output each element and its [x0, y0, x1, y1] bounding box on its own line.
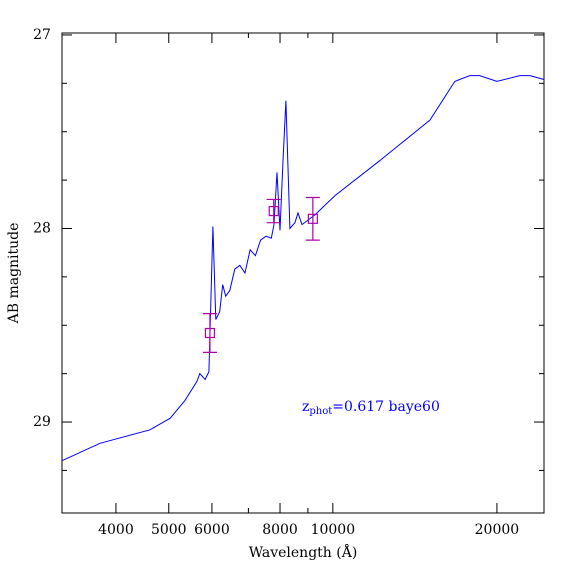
annotation-main: z — [302, 399, 309, 415]
x-tick-label: 8000 — [262, 522, 298, 538]
photometry-point — [204, 327, 216, 339]
y-tick-label: 27 — [33, 27, 51, 43]
x-axis-label: Wavelength (Å) — [249, 543, 358, 561]
error-bar — [305, 196, 320, 241]
x-tick-label: 6000 — [194, 522, 230, 538]
y-tick-label: 29 — [33, 414, 51, 430]
x-tick-label: 4000 — [98, 522, 134, 538]
spectrum-line — [61, 75, 545, 462]
plot-frame — [61, 32, 545, 514]
annotation: zphot=0.617 baye60 — [302, 399, 440, 417]
y-tick-label: 28 — [33, 220, 51, 236]
annotation-subscript: phot — [309, 406, 332, 417]
annotation-rest: =0.617 baye60 — [332, 399, 440, 415]
photometry-point — [268, 205, 279, 217]
error-bar — [202, 313, 217, 353]
photometry-point — [307, 213, 318, 224]
y-axis-label: AB magnitude — [6, 223, 22, 325]
x-tick-label: 10000 — [311, 522, 356, 538]
x-tick-label: 20000 — [475, 522, 520, 538]
error-bar — [266, 198, 281, 224]
x-tick-label: 5000 — [151, 522, 187, 538]
